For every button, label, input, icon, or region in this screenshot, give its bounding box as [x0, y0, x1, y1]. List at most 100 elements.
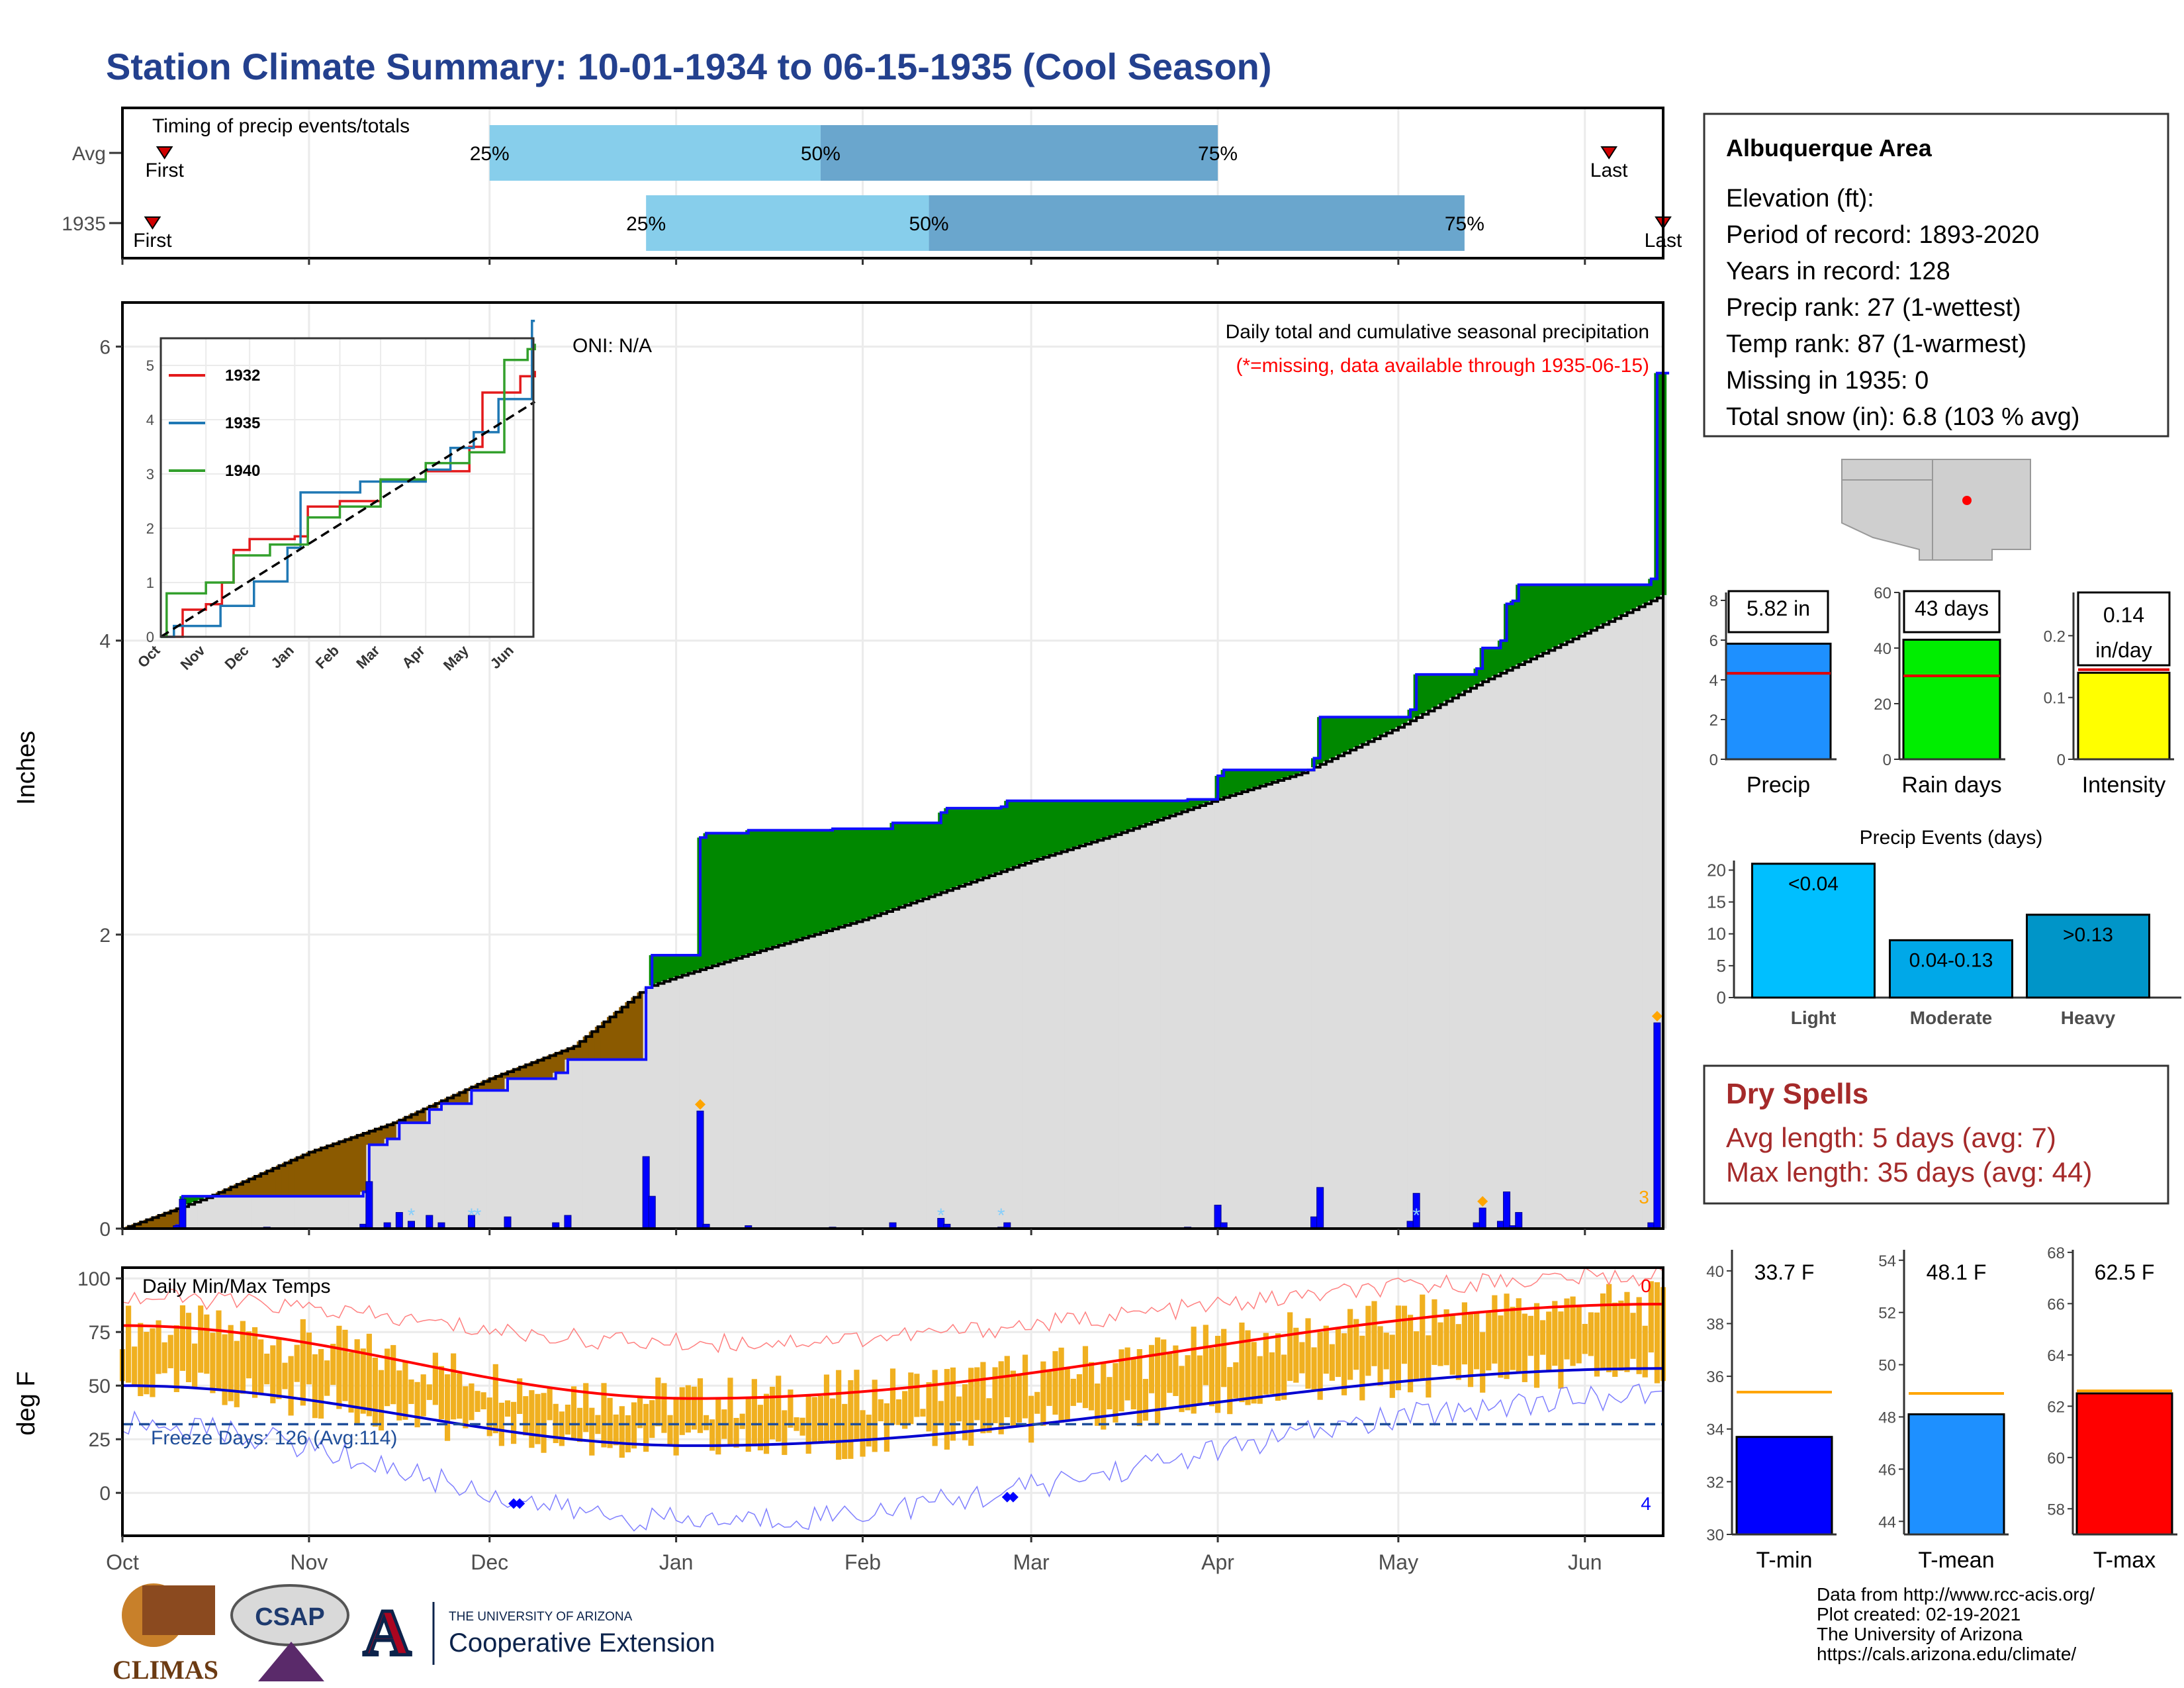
avg-area-segment — [1516, 665, 1522, 1229]
above-avg-segment — [895, 823, 903, 908]
avg-area-segment — [781, 943, 788, 1229]
avg-area-segment — [721, 962, 728, 1229]
record-low-marker — [508, 1498, 520, 1509]
above-avg-segment — [1582, 585, 1588, 633]
avg-area-segment — [1588, 630, 1595, 1229]
daily-temp-range-bar — [161, 1342, 167, 1374]
above-avg-segment — [197, 1196, 205, 1200]
daily-temp-range-bar — [1173, 1345, 1179, 1396]
above-avg-segment — [1510, 600, 1516, 668]
daily-temp-range-bar — [1467, 1314, 1474, 1387]
avg-area-segment — [510, 1078, 518, 1229]
daily-temp-range-bar — [1401, 1305, 1408, 1364]
daily-temp-range-bar — [908, 1372, 914, 1425]
daily-temp-range-bar — [1311, 1347, 1317, 1390]
avg-area-segment — [1100, 838, 1107, 1229]
above-avg-segment — [1425, 674, 1432, 712]
daily-temp-range-bar — [896, 1399, 902, 1425]
daily-temp-range-bar — [950, 1367, 956, 1441]
avg-area-segment — [1491, 676, 1498, 1229]
daily-temp-range-bar — [763, 1393, 770, 1454]
precip-event-category: Light — [1791, 1008, 1836, 1028]
above-avg-segment — [733, 833, 740, 959]
avg-area-segment — [1160, 818, 1167, 1229]
above-avg-segment — [1028, 800, 1035, 861]
record-high-count: 0 — [1641, 1276, 1651, 1296]
below-avg-segment — [143, 1219, 150, 1229]
above-avg-segment — [1281, 770, 1288, 779]
below-avg-segment — [161, 1213, 168, 1229]
avg-area-segment — [962, 884, 969, 1229]
avg-area-segment — [1455, 694, 1462, 1229]
below-avg-segment — [378, 1127, 385, 1145]
daily-temp-range-bar — [264, 1353, 270, 1385]
daily-temp-range-bar — [1533, 1303, 1540, 1388]
daily-temp-range-bar — [1600, 1293, 1606, 1370]
avg-area-segment — [474, 1090, 481, 1229]
daily-temp-range-bar — [348, 1352, 354, 1413]
avg-area-segment — [739, 956, 746, 1229]
inset-y-tick: 0 — [146, 629, 154, 645]
avg-area-segment — [1191, 808, 1197, 1229]
above-avg-segment — [1130, 800, 1137, 829]
avg-area-segment — [1076, 846, 1083, 1229]
daily-temp-range-bar — [1142, 1379, 1149, 1421]
daily-temp-range-bar — [559, 1411, 565, 1446]
tmean-mean-value-label: 48.1 F — [1927, 1260, 1987, 1284]
daily-temp-range-bar — [1107, 1377, 1113, 1410]
daily-temp-range-bar — [1654, 1282, 1660, 1383]
avg-area-segment — [1612, 618, 1619, 1229]
daily-temp-range-bar — [438, 1366, 445, 1420]
above-avg-segment — [1533, 585, 1541, 657]
above-avg-segment — [1251, 770, 1257, 788]
below-avg-segment — [588, 1031, 596, 1060]
avg-area-segment — [1094, 840, 1101, 1229]
inset-avg-line — [160, 400, 536, 638]
avg-area-segment — [396, 1123, 403, 1229]
avg-area-segment — [1064, 849, 1071, 1229]
above-avg-segment — [1545, 585, 1553, 651]
precip-total-value-box-label: 5.82 in — [1747, 596, 1810, 620]
daily-temp-range-bar — [1136, 1349, 1142, 1427]
above-avg-segment — [1383, 717, 1390, 733]
info-line: Period of record: 1893-2020 — [1726, 221, 2039, 249]
above-avg-segment — [823, 830, 831, 931]
daily-temp-range-bar — [1185, 1355, 1191, 1411]
daily-temp-range-bar — [811, 1397, 817, 1444]
last-event-marker — [1600, 146, 1617, 160]
daily-temp-range-bar — [529, 1390, 535, 1448]
daily-temp-range-bar — [444, 1374, 451, 1441]
intensity-y-tick: 0 — [2057, 751, 2066, 769]
daily-temp-range-bar — [1052, 1351, 1058, 1415]
daily-temp-range-bar — [643, 1403, 649, 1452]
daily-temp-range-bar — [956, 1396, 962, 1422]
daily-temp-range-bar — [902, 1391, 908, 1429]
daily-temp-range-bar — [547, 1387, 553, 1421]
above-avg-segment — [1185, 799, 1191, 810]
daily-temp-range-bar — [920, 1409, 926, 1417]
tmax-mean-y-tick: 60 — [2047, 1450, 2065, 1468]
avg-area-segment — [1022, 863, 1029, 1229]
tmax-avg-line — [122, 1303, 1664, 1400]
above-avg-segment — [1238, 770, 1246, 792]
y-tick-label: 0 — [99, 1483, 111, 1505]
avg-area-segment — [1281, 778, 1288, 1229]
above-avg-segment — [715, 833, 722, 964]
above-avg-segment — [985, 808, 993, 876]
snow-marker: * — [997, 1205, 1005, 1227]
avg-area-segment — [1377, 735, 1384, 1229]
avg-area-segment — [793, 939, 800, 1229]
daily-temp-range-bar — [1281, 1354, 1287, 1400]
inset-y-tick: 4 — [146, 412, 154, 428]
timing-pct-label: 25% — [626, 213, 666, 235]
avg-area-segment — [1654, 598, 1661, 1229]
above-avg-segment — [938, 812, 944, 893]
avg-area-segment — [456, 1103, 463, 1229]
above-avg-segment — [1467, 674, 1475, 688]
avg-area-segment — [426, 1109, 433, 1229]
daily-temp-range-bar — [1221, 1329, 1227, 1387]
avg-area-segment — [1419, 714, 1426, 1229]
below-avg-segment — [541, 1058, 547, 1079]
below-avg-segment — [565, 1049, 572, 1060]
inset-legend-label: 1935 — [225, 414, 260, 432]
